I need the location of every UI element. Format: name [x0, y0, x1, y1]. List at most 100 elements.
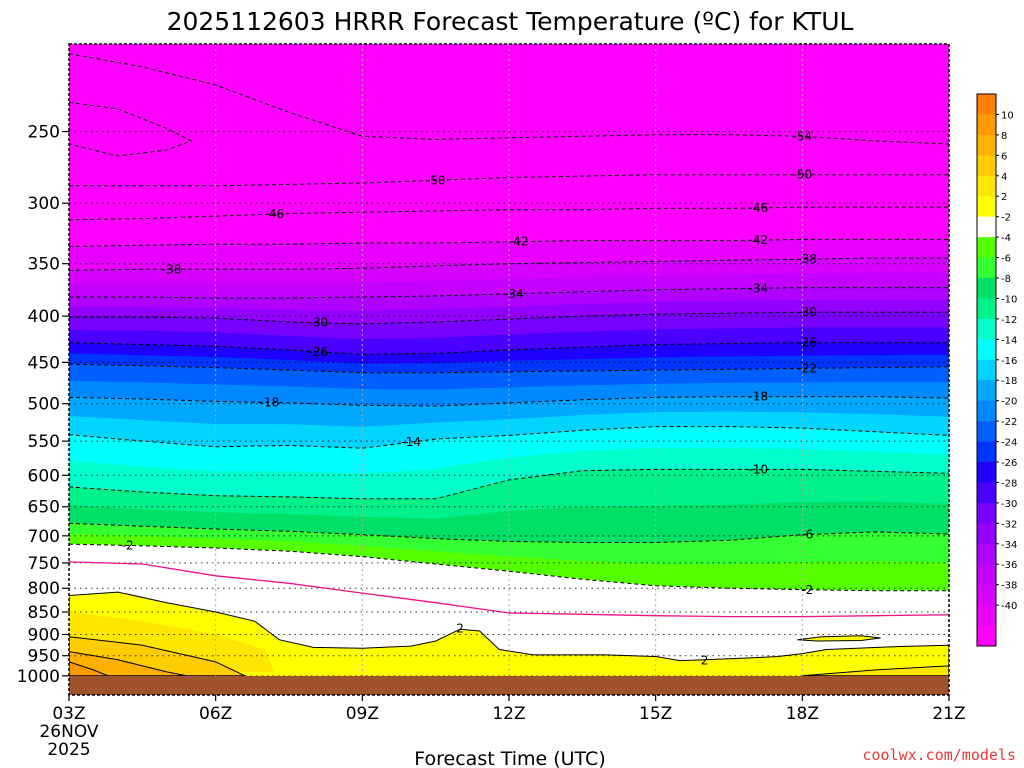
colorbar-label: -40: [1001, 601, 1017, 612]
colorbar-swatch: [977, 298, 996, 320]
colorbar-label: -16: [1001, 356, 1017, 367]
isotherm-line: [69, 543, 949, 592]
isotherm-line: [69, 426, 949, 449]
colorbar-label: 10: [1001, 110, 1014, 121]
credit-link[interactable]: coolwx.com/models: [862, 746, 1016, 764]
colorbar-swatch: [977, 421, 996, 442]
x-tick-label: 18Z: [786, 704, 819, 724]
contour-label: -46: [749, 201, 769, 215]
y-tick-label: 800: [28, 579, 60, 599]
y-tick-label: 450: [28, 353, 60, 373]
contour-label: -26: [309, 345, 329, 359]
colorbar-label: -18: [1001, 376, 1017, 387]
y-tick-label: 700: [28, 527, 60, 547]
colorbar: 10 8 6 4 2 -2 -4 -6 -8 -10 -12 -14 -16 -18 -20 -22 -24 -2…: [976, 93, 1017, 647]
colorbar-label: -34: [1001, 540, 1017, 551]
y-tick-label: 750: [28, 554, 60, 574]
colorbar-swatch: [977, 155, 996, 177]
warm-8c-region: [69, 651, 187, 677]
colorbar-label: -12: [1001, 315, 1017, 326]
colorbar-frame: [976, 93, 997, 647]
x-tick-label: 03Z: [52, 704, 85, 724]
temperature-subband: [69, 523, 949, 565]
y-tick-label: 350: [28, 255, 60, 275]
contour-label: -26: [797, 336, 817, 350]
contour-labels: -54 -50 -50 -46 -46 -42 -42 -38 -38 -34 -34 -30 -30 -…: [122, 129, 817, 667]
contour-label: -34: [749, 281, 769, 295]
contour-label: -42: [509, 235, 529, 249]
colorbar-swatch: [977, 339, 996, 361]
colorbar-label: -32: [1001, 519, 1017, 530]
x-date-line2: 2025: [47, 740, 90, 760]
ground-fill: [69, 676, 949, 695]
x-date-line1: 26NOV: [39, 722, 98, 742]
colorbar-swatch: [977, 94, 996, 115]
colorbar-swatch: [977, 380, 996, 401]
colorbar-swatch: [977, 502, 996, 524]
contour-label: -30: [797, 305, 817, 319]
contour-label: -2: [801, 583, 813, 597]
colorbar-label: -26: [1001, 458, 1017, 469]
colorbar-swatch: [977, 400, 996, 422]
x-tick-label: 12Z: [492, 704, 525, 724]
y-tick-label: 850: [28, 603, 60, 623]
warm-layer: [69, 591, 949, 695]
colorbar-label: 2: [1001, 192, 1007, 203]
colorbar-label: -10: [1001, 294, 1017, 305]
contour-label: -50: [426, 173, 446, 187]
contour-label: -30: [309, 316, 329, 330]
contour-label: -18: [749, 390, 769, 404]
colorbar-label: -20: [1001, 397, 1017, 408]
warm-2c-region: [69, 591, 949, 695]
contour-label: -14: [401, 435, 421, 449]
chart-title: 2025112603 HRRR Forecast Temperature (ºC…: [167, 7, 854, 36]
contour-label: -34: [504, 287, 524, 301]
colorbar-label: -38: [1001, 581, 1017, 592]
x-tick-label: 15Z: [639, 704, 672, 724]
y-tick-label: 500: [28, 395, 60, 415]
colorbar-label: -22: [1001, 417, 1017, 428]
y-tick-label: 550: [28, 432, 60, 452]
x-axis: 03Z 06Z 09Z 12Z 15Z 18Z 21Z: [52, 695, 966, 724]
contour-label: -2: [122, 538, 134, 552]
y-tick-label: 600: [28, 466, 60, 486]
colorbar-label: -28: [1001, 478, 1017, 489]
colorbar-label: -6: [1001, 254, 1011, 265]
colorbar-swatch: [977, 237, 996, 258]
colorbar-label: 8: [1001, 131, 1007, 142]
colorbar-label: 4: [1001, 172, 1007, 183]
contour-label: -22: [797, 361, 817, 375]
colorbar-label: 6: [1001, 151, 1007, 162]
colorbar-swatch: [977, 564, 996, 585]
colorbar-swatch: [977, 318, 996, 340]
colorbar-label: -4: [1001, 233, 1011, 244]
contour-label: -18: [260, 396, 280, 410]
colorbar-swatch: [977, 278, 996, 299]
y-tick-label: 650: [28, 498, 60, 518]
colorbar-swatch: [977, 441, 996, 463]
colorbar-swatch: [977, 257, 996, 279]
colorbar-swatch: [977, 359, 996, 381]
isotherm-ring: [69, 101, 193, 157]
colorbar-swatch: [977, 543, 996, 565]
isotherm-contours: [69, 53, 949, 618]
contour-label: -42: [749, 233, 769, 247]
colorbar-label: -30: [1001, 499, 1017, 510]
colorbar-label: -2: [1001, 213, 1011, 224]
colorbar-swatch: [977, 584, 996, 606]
colorbar-swatch: [977, 216, 996, 238]
contour-label: -6: [801, 528, 813, 542]
warm-island: [797, 635, 881, 642]
contour-label: -10: [749, 462, 769, 476]
colorbar-swatch: [977, 482, 996, 504]
colorbar-swatch: [977, 605, 996, 626]
colorbar-swatch: [977, 196, 996, 217]
x-tick-label: 06Z: [199, 704, 232, 724]
contour-label: -38: [162, 262, 182, 276]
temperature-subband: [69, 342, 949, 364]
isotherm-line: [69, 53, 949, 145]
contour-label: -38: [797, 252, 817, 266]
y-tick-label: 1000: [17, 667, 60, 687]
x-axis-label: Forecast Time (UTC): [414, 748, 605, 768]
